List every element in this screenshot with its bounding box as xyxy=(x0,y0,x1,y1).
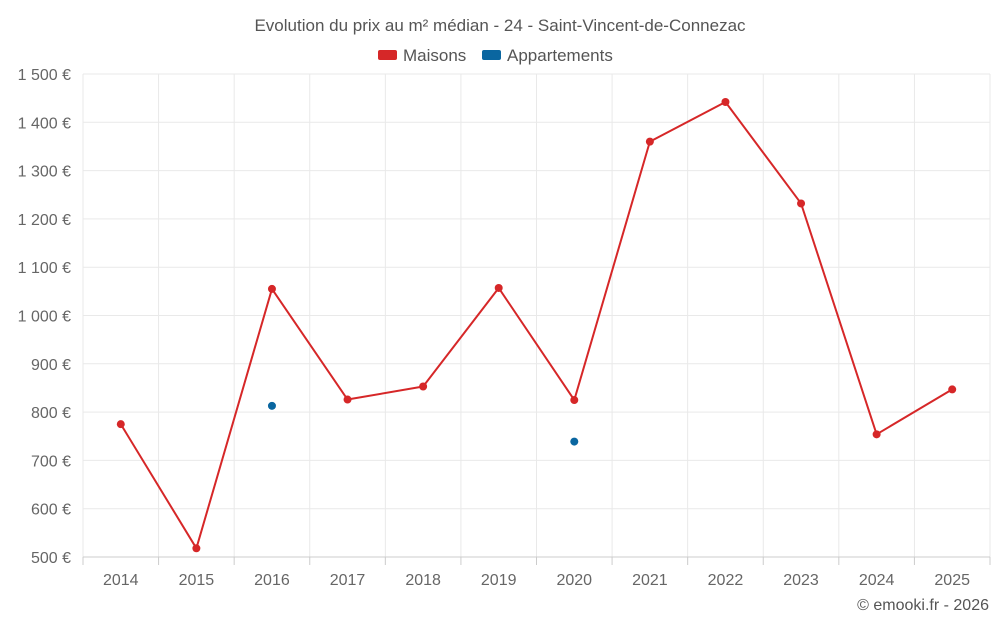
legend: Maisons Appartements xyxy=(378,46,613,65)
series-layer xyxy=(116,98,957,553)
legend-item-appartements[interactable]: Appartements xyxy=(482,46,613,65)
x-tick-label: 2025 xyxy=(934,572,970,589)
y-tick-label: 1 400 € xyxy=(18,115,71,132)
data-point-maisons[interactable] xyxy=(116,420,125,429)
chart-title: Evolution du prix au m² médian - 24 - Sa… xyxy=(254,16,746,35)
x-tick-label: 2023 xyxy=(783,572,819,589)
legend-label-maisons: Maisons xyxy=(403,46,466,65)
x-tick-label: 2021 xyxy=(632,572,668,589)
x-tick-label: 2020 xyxy=(556,572,592,589)
x-tick-label: 2022 xyxy=(708,572,744,589)
y-axis-ticks: 500 € 600 € 700 € 800 € 900 € 1 000 € 1 100 € 1… xyxy=(18,67,71,567)
grid xyxy=(82,73,991,557)
data-point-maisons[interactable] xyxy=(645,137,654,146)
data-point-maisons[interactable] xyxy=(494,283,503,292)
y-tick-label: 800 € xyxy=(31,405,71,422)
x-tick-label: 2018 xyxy=(405,572,441,589)
y-tick-label: 900 € xyxy=(31,357,71,374)
x-tick-label: 2014 xyxy=(103,572,139,589)
x-tick-label: 2019 xyxy=(481,572,517,589)
data-point-maisons[interactable] xyxy=(192,544,201,553)
legend-swatch-appartements xyxy=(482,50,501,60)
data-point-appartements[interactable] xyxy=(570,437,579,446)
y-tick-label: 1 500 € xyxy=(18,67,71,84)
y-tick-label: 1 000 € xyxy=(18,309,71,326)
data-point-maisons[interactable] xyxy=(721,98,730,107)
data-point-maisons[interactable] xyxy=(267,284,276,293)
x-axis-ticks: 2014 2015 2016 2017 2018 2019 2020 2021 2022 2023… xyxy=(82,556,991,589)
y-tick-label: 1 300 € xyxy=(18,164,71,181)
y-tick-label: 1 100 € xyxy=(18,260,71,277)
credit-text: © emooki.fr - 2026 xyxy=(857,597,989,614)
data-point-maisons[interactable] xyxy=(419,382,428,391)
legend-item-maisons[interactable]: Maisons xyxy=(378,46,466,65)
legend-swatch-maisons xyxy=(378,50,397,60)
data-point-maisons[interactable] xyxy=(570,396,579,405)
y-tick-label: 600 € xyxy=(31,502,71,519)
x-tick-label: 2016 xyxy=(254,572,290,589)
y-tick-label: 1 200 € xyxy=(18,212,71,229)
data-point-maisons[interactable] xyxy=(797,199,806,208)
x-tick-label: 2024 xyxy=(859,572,895,589)
x-tick-label: 2017 xyxy=(330,572,366,589)
data-point-maisons[interactable] xyxy=(872,430,881,439)
y-tick-label: 500 € xyxy=(31,550,71,567)
data-point-maisons[interactable] xyxy=(948,385,957,394)
series-line-maisons xyxy=(119,101,953,550)
y-tick-label: 700 € xyxy=(31,453,71,470)
x-tick-label: 2015 xyxy=(179,572,215,589)
data-point-maisons[interactable] xyxy=(343,395,352,404)
data-point-appartements[interactable] xyxy=(267,401,276,410)
legend-label-appartements: Appartements xyxy=(507,46,613,65)
